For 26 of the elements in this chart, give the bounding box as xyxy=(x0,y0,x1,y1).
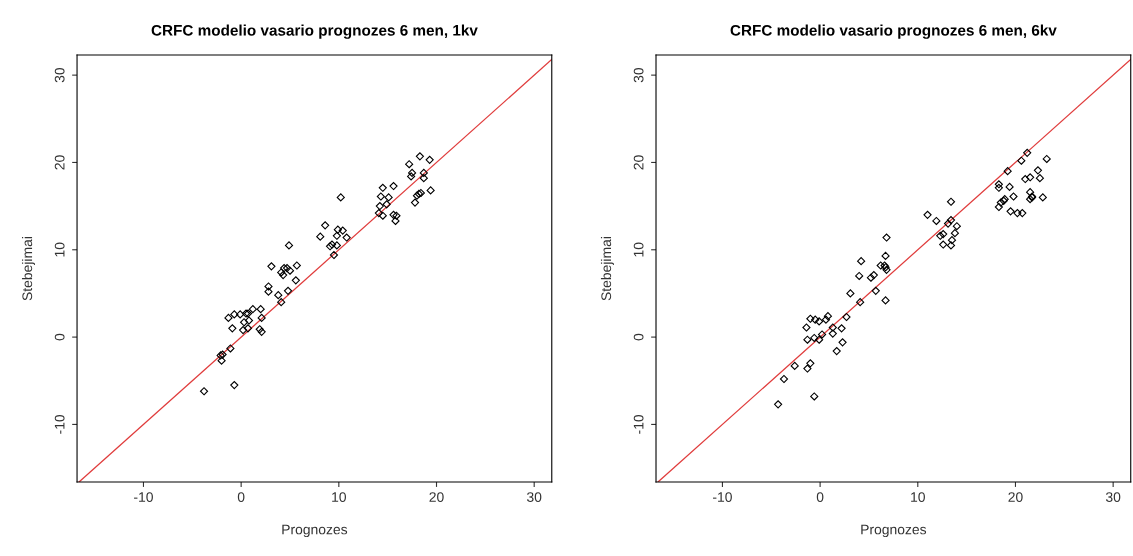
y-axis-title: Stebejimai xyxy=(600,237,614,301)
y-tick-label: 30 xyxy=(54,67,65,83)
y-tick-label: -10 xyxy=(633,414,644,434)
y-tick-label: 10 xyxy=(633,242,644,257)
x-tick-label: 30 xyxy=(1105,492,1121,502)
x-tick-label: 0 xyxy=(237,492,245,502)
chart-title: CRFC modelio vasario prognozes 6 men, 1kv xyxy=(151,24,478,39)
y-tick-label: 0 xyxy=(633,333,644,341)
y-tick-label: 0 xyxy=(54,333,65,341)
x-tick-label: -10 xyxy=(134,492,153,502)
chart-title: CRFC modelio vasario prognozes 6 men, 6kv xyxy=(730,24,1057,39)
x-tick-label: 20 xyxy=(429,492,444,502)
x-tick-label: 10 xyxy=(911,492,925,502)
x-tick-label: 10 xyxy=(332,492,347,502)
x-tick-label: 20 xyxy=(1008,492,1023,502)
x-axis-title: Prognozes xyxy=(282,524,348,538)
x-axis-title: Prognozes xyxy=(861,524,927,538)
y-axis-title: Stebejimai xyxy=(21,237,35,301)
x-tick-label: -10 xyxy=(713,492,732,502)
y-tick-label: 30 xyxy=(633,67,644,83)
y-tick-label: -10 xyxy=(54,414,65,434)
y-tick-label: 20 xyxy=(633,155,644,170)
x-tick-label: 0 xyxy=(816,492,824,502)
y-tick-label: 20 xyxy=(54,155,65,170)
x-tick-label: 30 xyxy=(526,492,542,502)
y-tick-label: 10 xyxy=(54,242,65,257)
